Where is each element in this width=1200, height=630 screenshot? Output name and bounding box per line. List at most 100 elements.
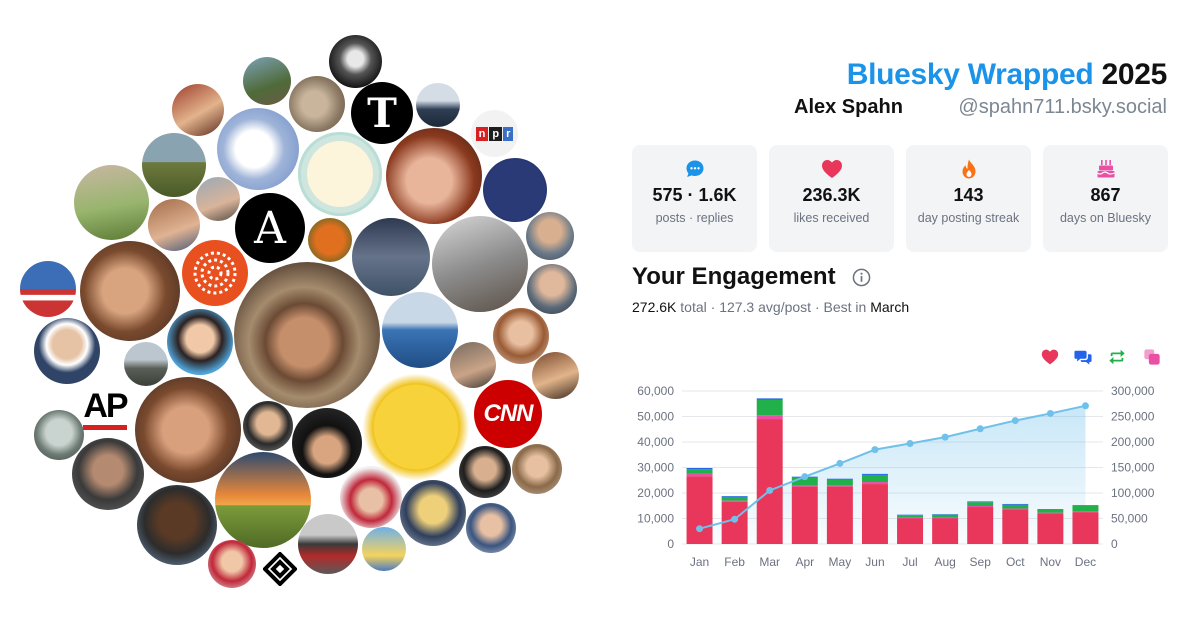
avatar[interactable] bbox=[329, 35, 382, 88]
bar-segment[interactable] bbox=[897, 517, 924, 519]
avatar[interactable] bbox=[466, 503, 516, 553]
avatar[interactable] bbox=[34, 410, 84, 460]
avatar[interactable] bbox=[292, 408, 362, 478]
avatar[interactable] bbox=[532, 352, 579, 399]
avatar[interactable] bbox=[234, 262, 380, 408]
avatar[interactable] bbox=[512, 444, 562, 494]
avatar[interactable] bbox=[20, 261, 76, 317]
bar-segment[interactable] bbox=[791, 485, 818, 487]
bar-segment[interactable] bbox=[897, 515, 924, 518]
bar-segment[interactable] bbox=[932, 518, 959, 545]
avatar[interactable] bbox=[217, 108, 299, 190]
avatar[interactable] bbox=[400, 480, 466, 546]
bar-segment[interactable] bbox=[686, 473, 713, 477]
bar-segment[interactable] bbox=[1072, 511, 1099, 513]
bar-segment[interactable] bbox=[967, 502, 994, 507]
avatar[interactable] bbox=[34, 318, 100, 384]
avatar[interactable] bbox=[258, 547, 302, 591]
avatar[interactable] bbox=[215, 452, 311, 548]
bar-segment[interactable] bbox=[791, 477, 818, 486]
avatar[interactable] bbox=[527, 264, 577, 314]
cumulative-point[interactable] bbox=[871, 446, 879, 454]
bar-segment[interactable] bbox=[932, 514, 959, 518]
avatar[interactable] bbox=[298, 514, 358, 574]
avatar[interactable] bbox=[142, 133, 206, 197]
cumulative-point[interactable] bbox=[836, 459, 844, 467]
cumulative-point[interactable] bbox=[766, 486, 774, 494]
cumulative-point[interactable] bbox=[1046, 409, 1054, 417]
avatar[interactable] bbox=[386, 128, 482, 224]
cumulative-point[interactable] bbox=[941, 433, 949, 441]
bar-segment[interactable] bbox=[686, 468, 713, 470]
bar-segment[interactable] bbox=[932, 517, 959, 519]
bar-segment[interactable] bbox=[1037, 512, 1064, 514]
avatar[interactable] bbox=[432, 216, 528, 312]
avatar[interactable] bbox=[137, 485, 217, 565]
bar-segment[interactable] bbox=[967, 507, 994, 544]
avatar[interactable] bbox=[308, 218, 352, 262]
bar-segment[interactable] bbox=[897, 514, 924, 516]
avatar[interactable] bbox=[208, 540, 256, 588]
bar-segment[interactable] bbox=[1037, 513, 1064, 544]
legend-reposts-repeat-icon[interactable] bbox=[1108, 348, 1126, 366]
avatar[interactable] bbox=[124, 342, 168, 386]
bar-segment[interactable] bbox=[756, 399, 783, 416]
bar-segment[interactable] bbox=[756, 419, 783, 544]
avatar[interactable] bbox=[72, 438, 144, 510]
avatar[interactable] bbox=[526, 212, 574, 260]
bar-segment[interactable] bbox=[721, 500, 748, 502]
bar-segment[interactable] bbox=[1072, 512, 1099, 544]
avatar[interactable] bbox=[362, 373, 470, 481]
avatar[interactable] bbox=[243, 57, 291, 105]
bar-segment[interactable] bbox=[967, 506, 994, 508]
cnn-logo-avatar[interactable]: CNN bbox=[474, 380, 542, 448]
cumulative-point[interactable] bbox=[1011, 417, 1019, 425]
bar-segment[interactable] bbox=[826, 478, 853, 480]
bar-segment[interactable] bbox=[686, 469, 713, 474]
avatar[interactable] bbox=[74, 165, 149, 240]
avatar[interactable] bbox=[493, 308, 549, 364]
bar-segment[interactable] bbox=[1072, 506, 1099, 512]
bar-segment[interactable] bbox=[826, 485, 853, 487]
cumulative-point[interactable] bbox=[731, 515, 739, 523]
bar-segment[interactable] bbox=[1002, 503, 1029, 505]
bar-segment[interactable] bbox=[826, 479, 853, 486]
avatar[interactable] bbox=[450, 342, 496, 388]
bar-segment[interactable] bbox=[721, 501, 748, 544]
nyt-logo-avatar[interactable]: T bbox=[351, 82, 413, 144]
legend-quotes-copy-icon[interactable] bbox=[1143, 348, 1161, 366]
avatar[interactable] bbox=[483, 158, 547, 222]
cumulative-point[interactable] bbox=[801, 473, 809, 481]
info-icon[interactable] bbox=[852, 268, 871, 287]
cumulative-point[interactable] bbox=[696, 525, 704, 533]
avatar[interactable] bbox=[352, 218, 430, 296]
bar-segment[interactable] bbox=[791, 486, 818, 544]
avatar[interactable] bbox=[382, 292, 458, 368]
bar-segment[interactable] bbox=[932, 514, 959, 515]
bar-segment[interactable] bbox=[756, 398, 783, 400]
bar-segment[interactable] bbox=[1002, 508, 1029, 510]
cumulative-point[interactable] bbox=[906, 440, 914, 448]
bar-segment[interactable] bbox=[1072, 505, 1099, 507]
avatar[interactable] bbox=[80, 241, 180, 341]
legend-replies-chat-icon[interactable] bbox=[1074, 348, 1092, 366]
bar-segment[interactable] bbox=[686, 476, 713, 544]
avatar[interactable] bbox=[182, 240, 248, 306]
bar-segment[interactable] bbox=[756, 415, 783, 420]
avatar[interactable] bbox=[172, 84, 224, 136]
avatar[interactable] bbox=[459, 446, 511, 498]
atlantic-logo-avatar[interactable]: A bbox=[235, 193, 305, 263]
bar-segment[interactable] bbox=[1037, 509, 1064, 513]
bar-segment[interactable] bbox=[1002, 504, 1029, 509]
bar-segment[interactable] bbox=[861, 474, 888, 483]
avatar[interactable] bbox=[243, 401, 293, 451]
avatar[interactable] bbox=[298, 132, 382, 216]
avatar[interactable] bbox=[340, 466, 402, 528]
bar-segment[interactable] bbox=[1037, 509, 1064, 510]
bar-segment[interactable] bbox=[721, 496, 748, 497]
bar-segment[interactable] bbox=[897, 518, 924, 545]
avatar[interactable] bbox=[416, 83, 460, 127]
cumulative-point[interactable] bbox=[1081, 402, 1089, 410]
avatar[interactable] bbox=[196, 177, 240, 221]
